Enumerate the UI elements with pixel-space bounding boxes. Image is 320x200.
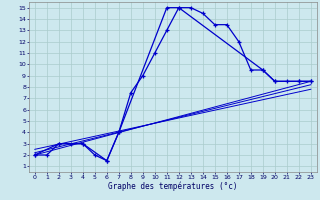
X-axis label: Graphe des températures (°c): Graphe des températures (°c) [108, 182, 237, 191]
